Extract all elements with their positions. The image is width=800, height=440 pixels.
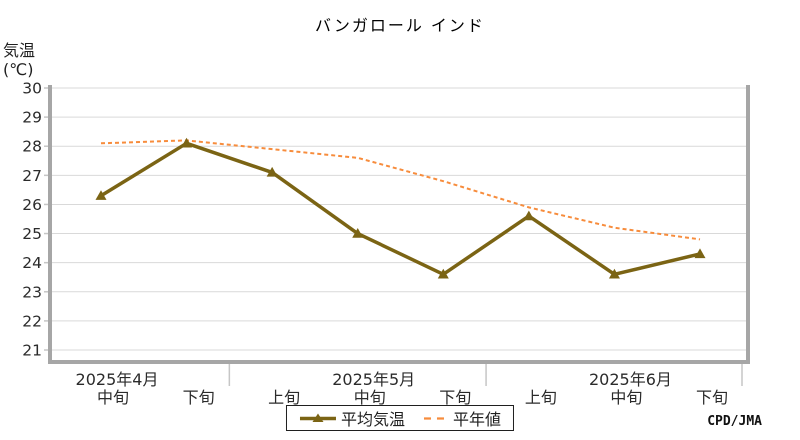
legend-label-normal: 平年値 [453,410,502,429]
normal-value-line [100,139,701,241]
credit-label: CPD/JMA [707,414,762,429]
x-tick-label: 中旬 [610,388,642,407]
data-point-marker [523,210,535,221]
legend: 平均気温 平年値 [285,405,515,431]
data-point-marker [181,137,193,148]
data-point-marker [608,268,620,279]
data-point-marker [266,166,278,177]
y-tick-label: 21 [22,341,42,359]
y-tick-label: 25 [22,225,42,243]
data-point-marker [437,268,449,279]
data-point-marker [352,228,364,238]
y-tick-label: 29 [22,109,42,127]
month-label: 2025年5月 [332,370,415,389]
y-tick-label: 28 [22,138,42,156]
y-tick-label: 30 [22,80,42,98]
chart-title: バンガロール インド [315,16,485,35]
legend-item-normal: 平年値 [423,406,501,430]
x-tick-label: 中旬 [97,388,129,407]
y-axis-unit-line1: 気温 [3,41,36,60]
y-tick-label: 27 [22,167,42,185]
y-axis-bar-left [48,85,52,364]
x-tick-label: 上旬 [268,388,300,407]
x-tick-label: 上旬 [525,388,557,407]
month-label: 2025年4月 [76,370,159,389]
normal-line-sample [424,417,449,420]
y-tick-label: 26 [22,196,42,214]
y-tick-label: 22 [22,312,42,330]
y-tick-label: 23 [22,283,42,301]
legend-item-average: 平均気温 [299,406,405,430]
x-tick-label: 下旬 [696,388,728,407]
data-point-marker [694,248,706,259]
y-axis-bar-right [746,85,750,364]
x-tick-label: 下旬 [183,388,215,407]
average-line-marker-sample [299,413,336,422]
y-axis-unit-line2: (℃) [3,60,34,79]
y-tick-label: 24 [22,254,42,272]
x-tick-label: 下旬 [439,388,471,407]
y-axis-unit-label: 気温 (℃) [3,41,35,79]
x-tick-label: 中旬 [354,388,386,407]
month-label: 2025年6月 [589,370,672,389]
legend-label-average: 平均気温 [340,410,405,429]
x-axis-bar [48,360,750,364]
average-temperature-line [100,141,701,277]
data-point-marker [95,190,107,200]
